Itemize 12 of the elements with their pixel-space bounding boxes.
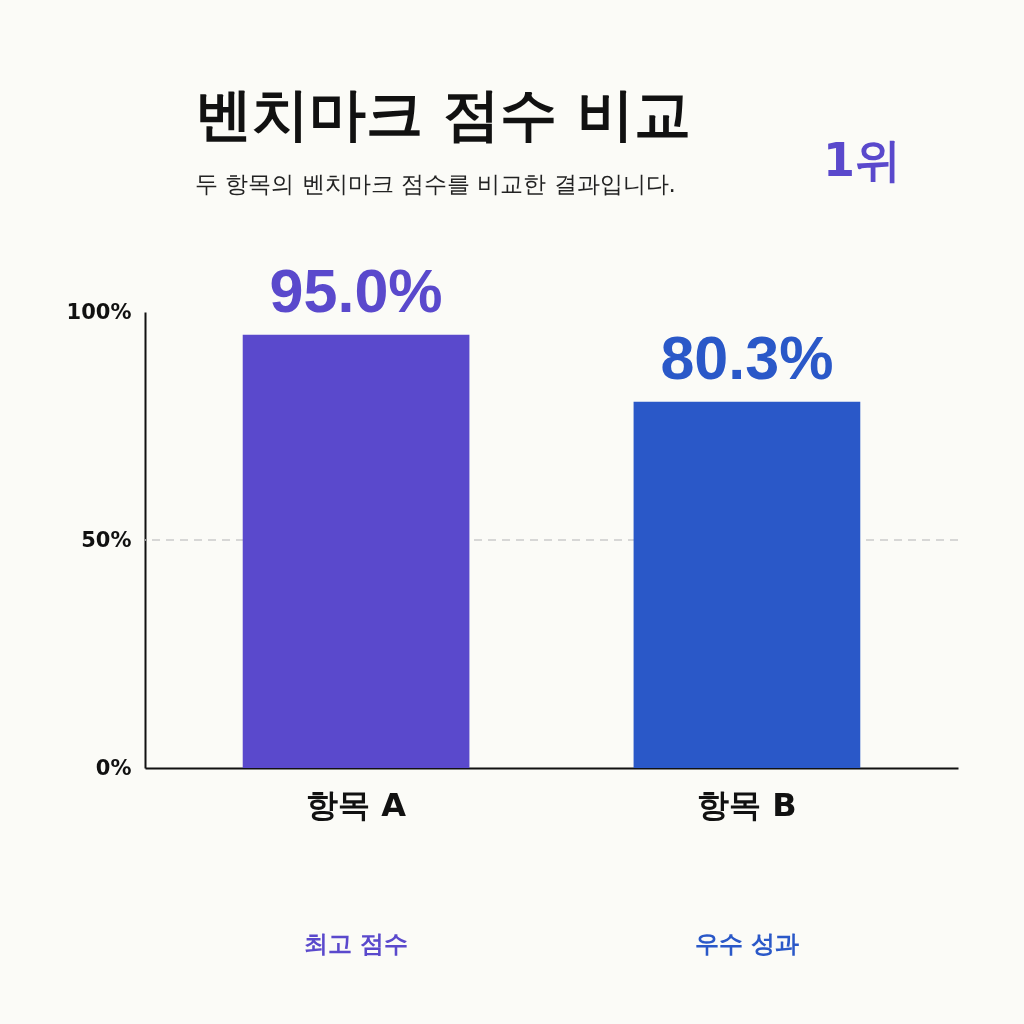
data-label: 95.0% bbox=[269, 256, 443, 325]
chart-title: 벤치마크 점수 비교 bbox=[195, 81, 691, 147]
x-tick-label: 항목 B bbox=[697, 785, 797, 824]
y-tick-label: 0% bbox=[95, 755, 132, 780]
data-label: 80.3% bbox=[660, 323, 834, 392]
x-tick-label: 항목 A bbox=[306, 785, 407, 824]
y-tick-label: 100% bbox=[66, 299, 132, 324]
text: 최고 점수 bbox=[303, 930, 409, 958]
text: 1위 bbox=[822, 133, 902, 187]
y-tick-label: 50% bbox=[81, 527, 132, 552]
text: 우수 성과 bbox=[694, 930, 800, 958]
chart-subtitle: 두 항목의 벤치마크 점수를 비교한 결과입니다. bbox=[195, 171, 676, 197]
